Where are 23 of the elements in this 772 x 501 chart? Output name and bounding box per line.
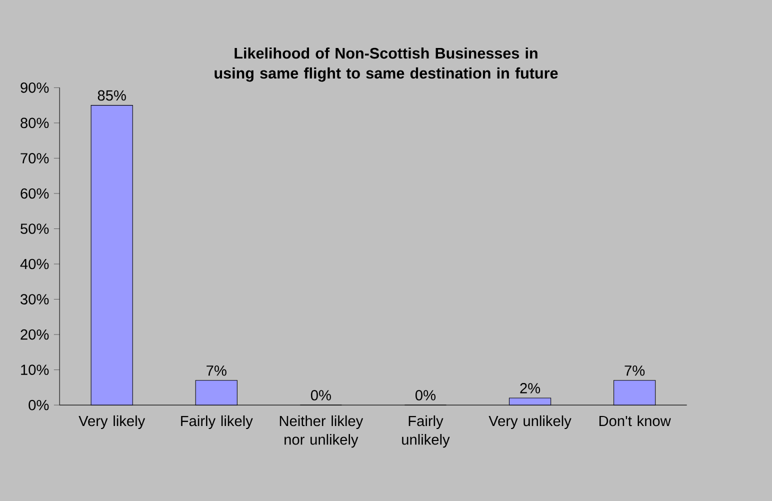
- x-tick-label: Neither likley nor unlikely: [280, 415, 364, 448]
- data-label: 0%: [310, 390, 331, 400]
- x-tick-label: Don't know: [599, 415, 671, 426]
- x-tick-label: Fairly likely: [181, 415, 253, 430]
- data-label: 85%: [98, 90, 126, 101]
- y-tick-label: 80%: [20, 118, 49, 128]
- y-tick-label: 90%: [20, 82, 49, 93]
- x-tick-label: Fairly unlikely: [402, 415, 450, 448]
- y-tick-label: 0%: [28, 400, 49, 410]
- x-tick-label: Very likely: [78, 415, 146, 430]
- y-tick-label: 20%: [20, 329, 49, 340]
- data-label: 2%: [520, 383, 540, 394]
- chart-title: Likelihood of Non-Scottish Businesses in using same flight to same destination in future: [214, 47, 558, 82]
- y-tick-label: 30%: [20, 294, 49, 304]
- y-tick-label: 70%: [20, 153, 49, 164]
- y-tick-label: 10%: [21, 364, 49, 375]
- data-label: 7%: [206, 365, 226, 376]
- y-tick-label: 50%: [20, 224, 49, 234]
- y-tick-label: 60%: [20, 188, 49, 199]
- y-tick-label: 40%: [20, 258, 49, 270]
- data-label: 7%: [624, 365, 645, 376]
- x-tick-label: Very unlikely: [488, 415, 572, 430]
- data-label: 0%: [415, 390, 436, 400]
